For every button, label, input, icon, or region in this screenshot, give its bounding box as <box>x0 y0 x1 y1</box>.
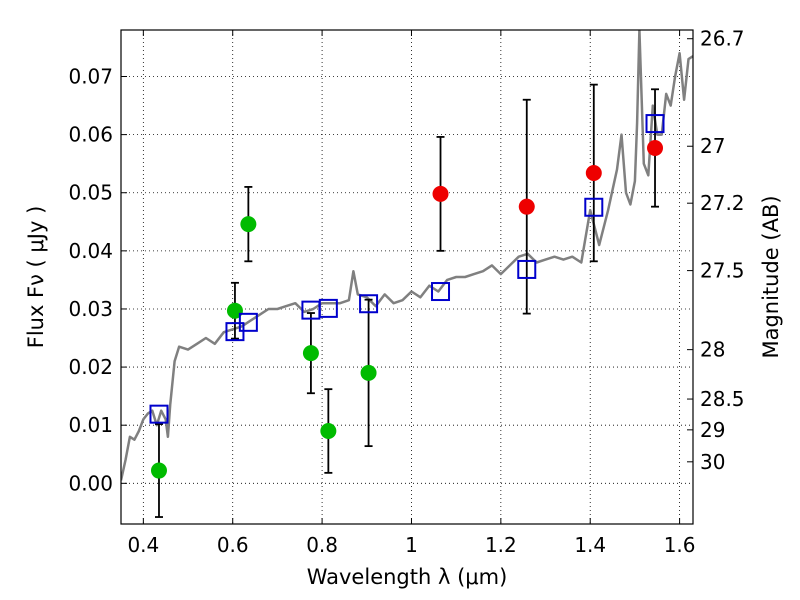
green-data-point <box>360 364 377 381</box>
plot-frame <box>120 29 694 525</box>
red-data-point <box>585 164 602 181</box>
x-tick-label: 0.8 <box>306 533 338 557</box>
y-tick-label: 0.07 <box>68 64 113 88</box>
model-square-point <box>517 259 537 279</box>
magnitude-tick-label: 28 <box>700 338 725 362</box>
y-axis-left: 0.00 0.01 0.02 0.03 0.04 0.05 0.06 0.07 <box>68 64 127 495</box>
y-axis-label: Flux Fν ( μJy ) <box>24 206 48 349</box>
green-data-point <box>240 216 257 233</box>
x-tick-label: 1.2 <box>485 533 517 557</box>
y-tick-label: 0.00 <box>68 471 113 495</box>
model-square-point <box>149 404 169 424</box>
model-square-point <box>359 294 379 314</box>
x-axis: 0.4 0.6 0.8 1 1.2 1.4 1.6 <box>127 30 696 557</box>
red-data-point <box>432 185 449 202</box>
model-square-point <box>431 282 451 302</box>
red-data-point <box>647 139 664 156</box>
sed-line-group <box>121 30 693 481</box>
magnitude-tick-label: 29 <box>700 418 725 442</box>
magnitude-tick-label: 28.5 <box>700 387 745 411</box>
model-square-point <box>318 298 338 318</box>
green-data-point <box>320 423 337 440</box>
model-square-point <box>645 114 665 134</box>
right-axis-label: Magnitude (AB) <box>759 195 783 358</box>
sed-model-line <box>121 30 693 481</box>
x-axis-label: Wavelength λ (μm) <box>307 565 508 589</box>
x-tick-label: 1.4 <box>574 533 606 557</box>
y-tick-label: 0.03 <box>68 297 113 321</box>
magnitude-tick-label: 26.7 <box>700 27 745 51</box>
y-axis-right-magnitude: 26.7 27 27.2 27.5 28 28.5 29 30 <box>687 27 745 474</box>
y-tick-label: 0.01 <box>68 413 113 437</box>
y-tick-label: 0.02 <box>68 355 113 379</box>
x-tick-label: 0.6 <box>217 533 249 557</box>
x-tick-label: 0.4 <box>127 533 159 557</box>
green-data-point <box>150 462 167 479</box>
magnitude-tick-label: 30 <box>700 450 725 474</box>
magnitude-tick-label: 27.2 <box>700 191 745 215</box>
model-square-point <box>584 197 604 217</box>
grid <box>121 30 693 524</box>
red-data-point <box>518 198 535 215</box>
green-data-point <box>302 345 319 362</box>
magnitude-tick-label: 27.5 <box>700 259 745 283</box>
y-tick-label: 0.06 <box>68 123 113 147</box>
y-tick-label: 0.04 <box>68 239 113 263</box>
points-group <box>149 114 665 479</box>
x-tick-label: 1.6 <box>664 533 696 557</box>
model-square-point <box>238 312 258 332</box>
y-tick-label: 0.05 <box>68 181 113 205</box>
x-tick-label: 1 <box>405 533 418 557</box>
magnitude-tick-label: 27 <box>700 134 725 158</box>
